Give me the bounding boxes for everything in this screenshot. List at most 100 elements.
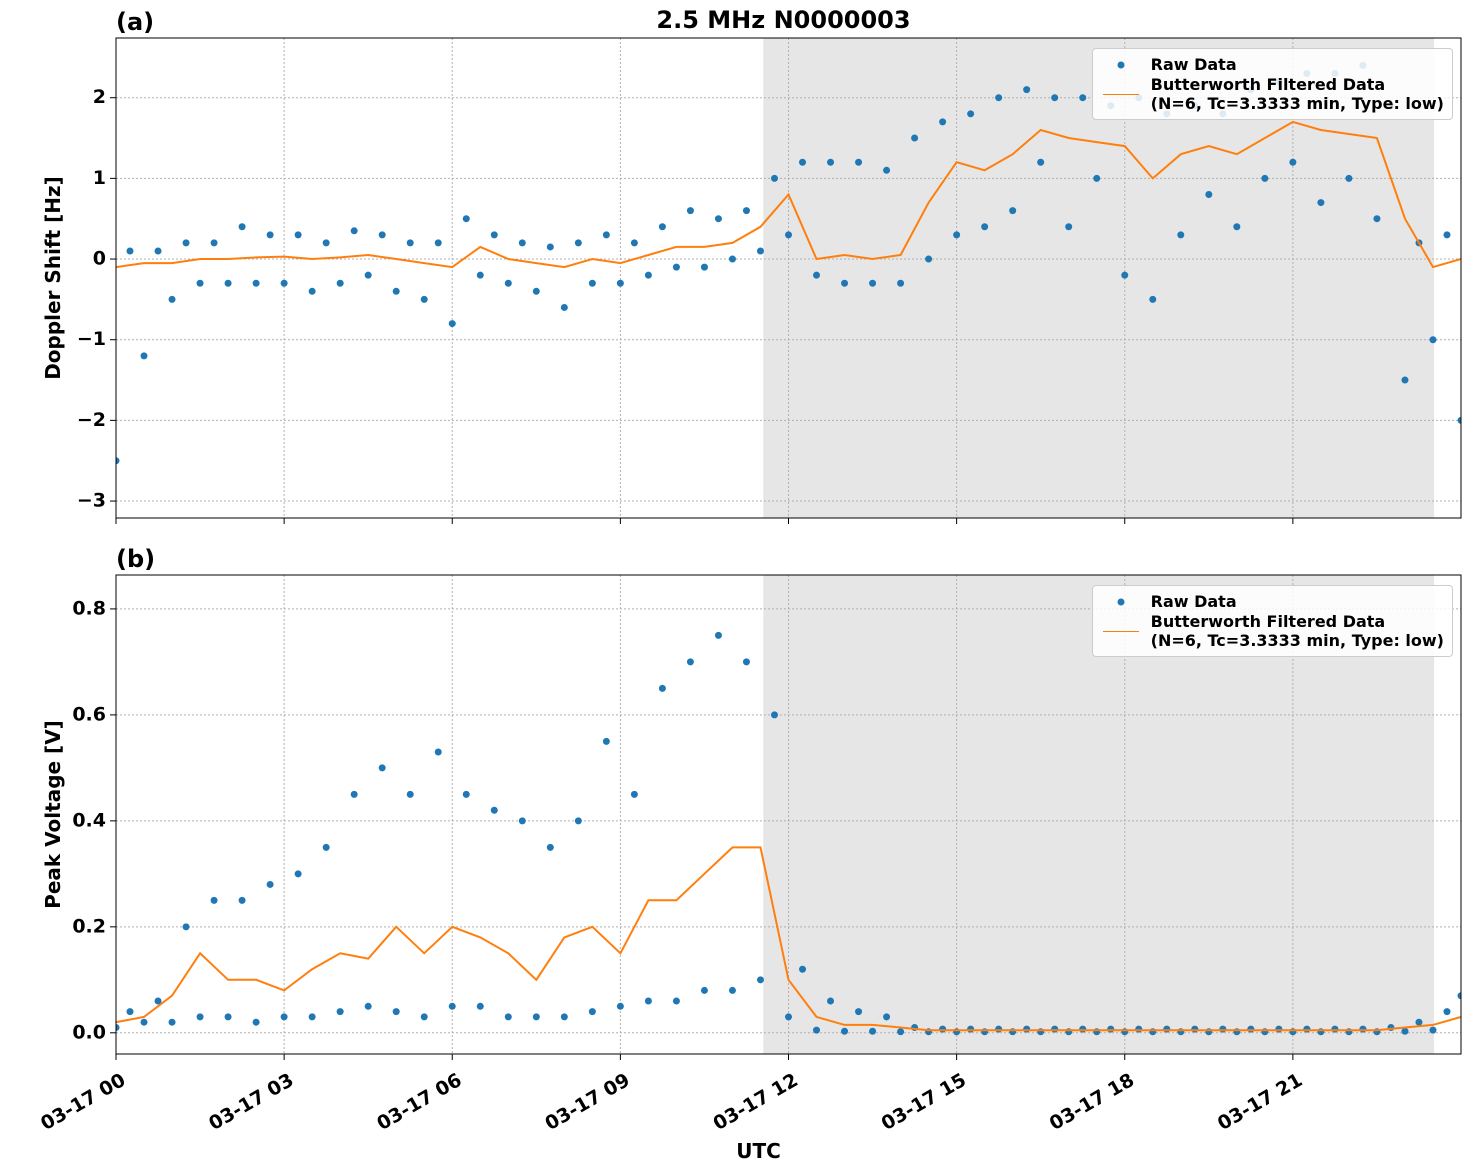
raw-point xyxy=(168,1018,176,1026)
legend-entry: Butterworth Filtered Data (N=6, Tc=3.333… xyxy=(1101,75,1444,113)
raw-point xyxy=(967,1025,975,1033)
y-tick-label: 0.2 xyxy=(72,915,106,937)
panel-label: (a) xyxy=(116,8,154,36)
raw-point xyxy=(995,1025,1003,1033)
raw-point xyxy=(939,118,947,126)
raw-point xyxy=(280,1013,288,1021)
raw-point xyxy=(616,279,624,287)
raw-point xyxy=(813,271,821,279)
raw-point xyxy=(406,239,414,247)
x-tick-label: 03-17 12 xyxy=(710,1069,802,1135)
raw-point xyxy=(939,1025,947,1033)
raw-point xyxy=(883,1013,891,1021)
x-tick-label: 03-17 03 xyxy=(205,1069,297,1135)
raw-point xyxy=(350,790,358,798)
legend-label: Butterworth Filtered Data (N=6, Tc=3.333… xyxy=(1150,75,1444,113)
raw-point xyxy=(1233,223,1241,231)
raw-point xyxy=(280,279,288,287)
raw-point xyxy=(897,1028,905,1036)
panel-label: (b) xyxy=(116,545,155,573)
raw-point xyxy=(210,239,218,247)
raw-point xyxy=(420,295,428,303)
legend-key xyxy=(1101,55,1141,75)
raw-point xyxy=(434,748,442,756)
legend-swatch xyxy=(1102,94,1139,95)
y-tick-label: 0.6 xyxy=(72,703,106,725)
raw-point xyxy=(1429,336,1437,344)
raw-point xyxy=(672,263,680,271)
raw-point xyxy=(588,1008,596,1016)
raw-point xyxy=(827,158,835,166)
raw-point xyxy=(630,239,638,247)
raw-point xyxy=(490,806,498,814)
raw-point xyxy=(252,279,260,287)
plot-area xyxy=(116,631,1461,1036)
raw-point xyxy=(855,1008,863,1016)
raw-point xyxy=(1177,231,1185,239)
raw-point xyxy=(714,215,722,223)
raw-point xyxy=(406,790,414,798)
y-tick-label: −3 xyxy=(77,490,106,512)
raw-point xyxy=(1037,158,1045,166)
raw-point xyxy=(742,658,750,666)
raw-point xyxy=(827,997,835,1005)
raw-point xyxy=(116,1024,120,1032)
raw-point xyxy=(476,1002,484,1010)
raw-point xyxy=(1401,1027,1409,1035)
legend-entry: Raw Data xyxy=(1101,55,1444,75)
raw-point xyxy=(770,711,778,719)
raw-point xyxy=(266,231,274,239)
raw-point xyxy=(869,1027,877,1035)
filtered-line xyxy=(116,846,1461,1032)
raw-point xyxy=(1443,1008,1451,1016)
x-tick-label: 03-17 18 xyxy=(1046,1069,1138,1135)
raw-point xyxy=(714,631,722,639)
y-tick-label: −1 xyxy=(77,328,106,350)
raw-point xyxy=(308,1013,316,1021)
legend-marker xyxy=(1117,598,1125,606)
raw-point xyxy=(756,247,764,255)
raw-point xyxy=(869,279,877,287)
raw-point xyxy=(252,1018,260,1026)
raw-point xyxy=(925,255,933,263)
raw-point xyxy=(140,352,148,360)
raw-point xyxy=(799,158,807,166)
y-tick-label: 0 xyxy=(93,248,106,270)
legend-swatch xyxy=(1117,61,1125,69)
raw-point xyxy=(785,1013,792,1021)
raw-point xyxy=(1051,1025,1059,1033)
raw-point xyxy=(756,976,764,984)
raw-point xyxy=(799,965,807,973)
raw-point xyxy=(911,134,919,142)
x-tick-label: 03-17 21 xyxy=(1214,1069,1306,1135)
raw-point xyxy=(630,790,638,798)
raw-point xyxy=(336,279,344,287)
raw-point xyxy=(560,1013,568,1021)
raw-point xyxy=(1261,174,1269,182)
raw-point xyxy=(1443,231,1451,239)
filtered-line xyxy=(116,120,1461,269)
raw-point xyxy=(1401,376,1409,384)
raw-point xyxy=(210,896,218,904)
y-tick-label: 0.0 xyxy=(72,1021,106,1043)
raw-point xyxy=(841,279,849,287)
axes-frame xyxy=(115,37,1462,519)
raw-point xyxy=(392,1008,400,1016)
raw-point xyxy=(378,764,386,772)
raw-point xyxy=(350,227,358,235)
raw-point xyxy=(224,1013,232,1021)
y-tick-label: 0.8 xyxy=(72,597,106,619)
raw-point xyxy=(1373,215,1381,223)
raw-point xyxy=(546,243,554,251)
raw-point xyxy=(196,279,204,287)
raw-point xyxy=(1275,1025,1283,1033)
legend-swatch xyxy=(1102,631,1139,632)
raw-point xyxy=(518,239,526,247)
y-axis-label: Doppler Shift [Hz] xyxy=(41,176,65,380)
raw-point xyxy=(1289,158,1297,166)
legend: Raw Data Butterworth Filtered Data (N=6, … xyxy=(1091,48,1453,120)
raw-point xyxy=(308,287,316,295)
raw-point xyxy=(700,263,708,271)
x-tick-label: 03-17 00 xyxy=(37,1069,129,1135)
raw-point xyxy=(560,303,568,311)
